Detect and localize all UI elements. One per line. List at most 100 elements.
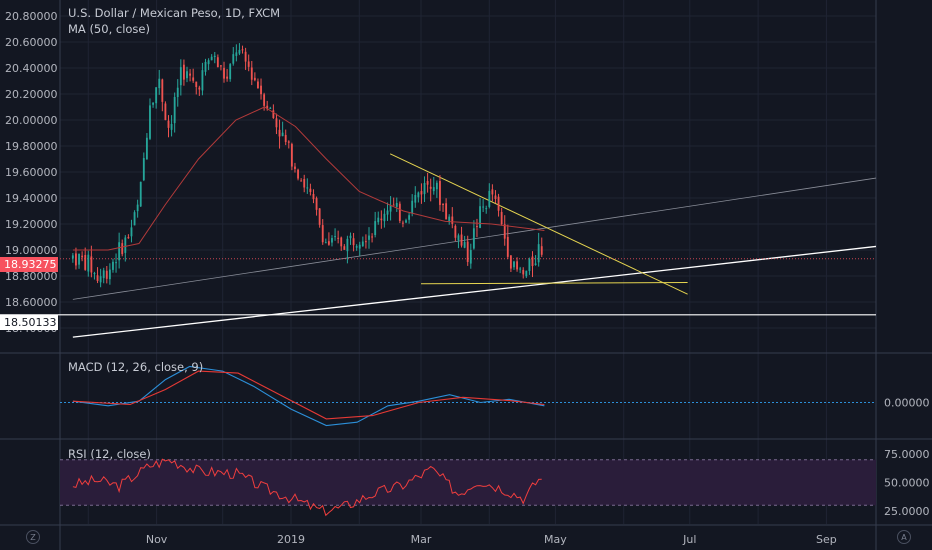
candle-body	[207, 60, 210, 65]
triangle-support-line	[420, 282, 688, 285]
candle-body	[476, 226, 478, 228]
candle-body	[374, 221, 377, 235]
candle-body	[71, 255, 74, 259]
candle-body	[340, 237, 343, 247]
candle-body	[361, 241, 364, 247]
candle-body	[145, 137, 148, 160]
candle-body	[315, 198, 318, 210]
candle-body	[516, 261, 518, 270]
candle-body	[377, 217, 380, 223]
candle-body	[173, 97, 176, 124]
candle-body	[213, 55, 216, 58]
candle-body	[269, 107, 272, 109]
auto-scale-a-button[interactable]: A	[897, 530, 911, 544]
time-axis-label: 2019	[277, 533, 305, 546]
candle-body	[491, 189, 494, 195]
candle-body	[423, 182, 426, 195]
candle-body	[105, 270, 108, 279]
trendline	[72, 245, 877, 338]
candle-body	[300, 180, 303, 182]
candle-body	[127, 237, 130, 239]
candle-body	[133, 212, 136, 226]
candle-body	[485, 208, 488, 210]
candle-body	[364, 241, 367, 243]
candle-body	[519, 268, 522, 270]
macd-legend: MACD (12, 26, close, 9)	[68, 360, 204, 374]
macd-tick-label: 0.00000	[884, 397, 930, 410]
candle-body	[78, 253, 80, 265]
candle-body	[389, 205, 392, 212]
candle-body	[398, 203, 401, 221]
candle-body	[540, 246, 543, 255]
price-tick-label: 19.60000	[5, 166, 58, 179]
candle-body	[287, 141, 290, 143]
price-tick-label: 18.60000	[5, 296, 58, 309]
candle-body	[247, 61, 250, 67]
candle-body	[294, 166, 296, 169]
candle-body	[457, 235, 460, 241]
candle-body	[303, 179, 306, 188]
candle-body	[195, 81, 198, 87]
candle-body	[266, 105, 269, 109]
candle-body	[149, 105, 151, 139]
price-tick-label: 19.80000	[5, 140, 58, 153]
candle-body	[253, 77, 256, 81]
price-tick-label: 20.60000	[5, 36, 58, 49]
candle-body	[210, 56, 213, 61]
price-tick-label: 19.20000	[5, 218, 58, 231]
auto-scale-z-button[interactable]: Z	[26, 530, 40, 544]
candle-body	[124, 237, 127, 253]
last-price-tag: 18.93275	[0, 257, 58, 272]
candle-body	[442, 204, 444, 206]
candle-body	[380, 218, 383, 221]
symbol-title: U.S. Dollar / Mexican Peso, 1D, FXCM	[68, 6, 281, 20]
ma-legend: MA (50, close)	[68, 22, 150, 36]
candle-body	[108, 269, 111, 280]
time-axis-label: Sep	[816, 533, 837, 546]
candle-body	[312, 193, 315, 200]
candle-body	[142, 158, 145, 181]
candle-body	[179, 67, 182, 86]
candle-body	[503, 224, 506, 239]
candle-body	[445, 203, 448, 220]
candle-body	[402, 222, 404, 224]
candle-body	[494, 195, 497, 199]
candle-body	[87, 254, 90, 272]
candle-body	[306, 187, 309, 189]
ma50-line	[72, 106, 545, 251]
candle-body	[497, 196, 500, 211]
candle-body	[324, 242, 327, 244]
candle-body	[170, 124, 173, 130]
candle-body	[358, 244, 361, 249]
candle-body	[139, 181, 142, 207]
candle-body	[176, 87, 179, 98]
candle-body	[115, 262, 117, 264]
candle-body	[432, 187, 435, 192]
candle-body	[525, 270, 528, 277]
candle-body	[334, 236, 336, 238]
candle-body	[167, 120, 170, 128]
candle-body	[198, 87, 201, 90]
time-axis-label: Mar	[411, 533, 432, 546]
candle-body	[500, 211, 503, 225]
candle-body	[392, 204, 395, 206]
candle-body	[158, 78, 161, 89]
price-tick-label: 20.40000	[5, 62, 58, 75]
candle-body	[235, 52, 238, 56]
candle-body	[469, 250, 472, 264]
candle-body	[204, 61, 207, 72]
candle-body	[121, 243, 124, 255]
candle-body	[99, 276, 102, 283]
rsi-tick-label: 50.0000	[884, 477, 930, 490]
candle-body	[331, 238, 333, 243]
rsi-legend: RSI (12, close)	[68, 447, 151, 461]
candle-body	[528, 259, 531, 272]
candle-body	[226, 76, 229, 79]
candle-body	[321, 225, 324, 243]
candle-body	[337, 237, 340, 239]
time-axis-label: May	[544, 533, 567, 546]
candle-body	[506, 236, 509, 257]
candle-body	[155, 87, 158, 104]
candle-body	[327, 241, 330, 245]
